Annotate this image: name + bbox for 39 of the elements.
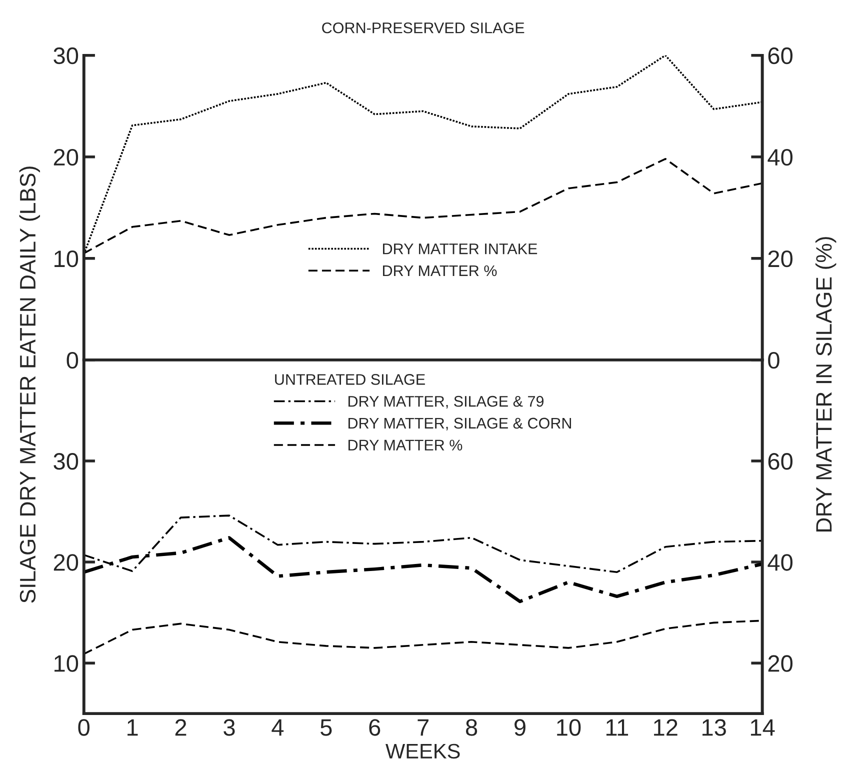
y-axis-title: SILAGE DRY MATTER EATEN DAILY (LBS) [19,166,40,603]
x-tick-label: 12 [654,719,678,736]
x-tick-label: 11 [606,719,628,736]
x-tick-label: 2 [175,719,186,736]
x-tick-label: 4 [272,719,284,736]
legend-label: DRY MATTER, SILAGE & CORN [348,418,571,430]
y-tick-label: 10 [54,250,78,268]
y2-tick-label: 20 [768,250,792,268]
x-tick-label: 0 [78,719,90,736]
x-axis-title: WEEKS [386,744,460,759]
y2-tick-label: 20 [768,655,792,672]
y2-tick-label: 40 [768,148,792,166]
y-tick-label: 30 [54,453,78,470]
x-tick-label: 13 [702,719,726,736]
legend-label: DRY MATTER % [348,440,462,450]
x-tick-label: 10 [557,719,581,736]
legend-label: DRY MATTER, SILAGE & 79 [348,396,544,409]
x-tick-label: 1 [128,719,138,736]
legend-label: DRY MATTER INTAKE [383,244,538,254]
x-tick-label: 8 [466,719,478,736]
y-tick-label: 30 [54,47,78,64]
legend-title: UNTREATED SILAGE [275,374,425,385]
legend-label: DRY MATTER % [383,265,497,276]
y2-axis-title: DRY MATTER IN SILAGE (%) [815,237,836,532]
x-tick-label: 9 [514,719,526,736]
y2-tick-label: 0 [768,352,780,369]
chart-title: CORN-PRESERVED SILAGE [322,22,524,34]
y-tick-label: 20 [54,148,78,166]
y2-tick-label: 60 [768,47,792,64]
y-tick-label: 10 [54,655,78,672]
x-tick-label: 14 [750,719,775,736]
y2-tick-label: 60 [768,453,792,470]
x-tick-label: 3 [224,719,235,736]
y-tick-label: 0 [66,352,78,369]
y2-tick-label: 40 [768,554,792,571]
x-tick-label: 7 [418,719,428,736]
y-tick-label: 20 [54,554,78,571]
x-tick-label: 5 [320,719,332,736]
x-tick-label: 6 [369,719,380,736]
